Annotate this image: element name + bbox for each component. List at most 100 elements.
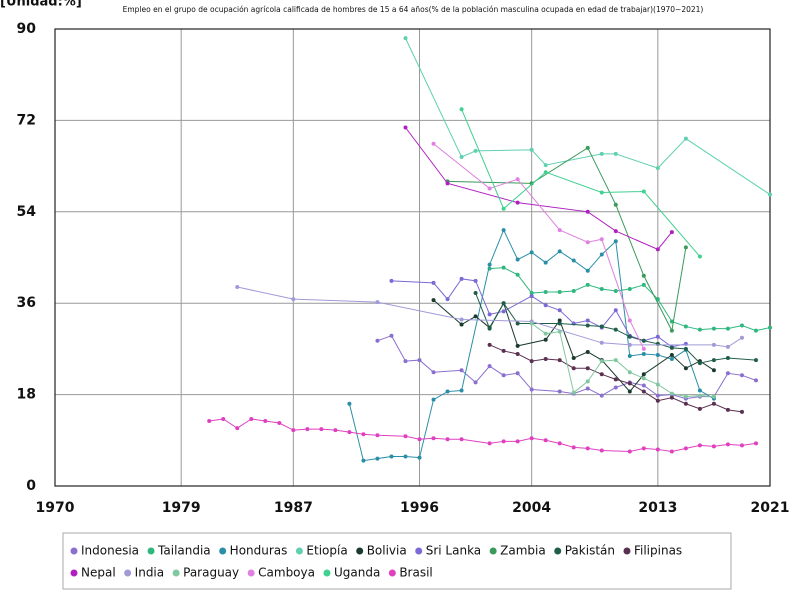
data-point (501, 373, 506, 378)
data-point (473, 380, 478, 385)
data-point (725, 371, 730, 376)
data-point (711, 358, 716, 363)
data-point (459, 154, 464, 159)
data-point (375, 433, 380, 438)
data-point (487, 364, 492, 369)
legend-marker (554, 547, 562, 555)
series-line (461, 109, 701, 257)
legend-label: Filipinas (634, 544, 682, 558)
data-point (571, 445, 576, 450)
data-point (627, 389, 632, 394)
legend-label: Sri Lanka (426, 544, 481, 558)
data-point (557, 441, 562, 446)
data-point (641, 282, 646, 287)
data-point (529, 359, 534, 364)
legend-marker (295, 547, 303, 555)
data-point (473, 278, 478, 283)
data-point (711, 326, 716, 331)
data-point (515, 351, 520, 356)
series-line (237, 286, 743, 348)
data-point (585, 240, 590, 245)
legend-marker (623, 547, 631, 555)
chart-title: Empleo en el grupo de ocupación agrícola… (123, 5, 704, 14)
data-point (627, 381, 632, 386)
data-point (557, 329, 562, 334)
data-point (599, 190, 604, 195)
data-point (599, 393, 604, 398)
legend-marker (70, 569, 78, 577)
x-tick-label: 2021 (751, 500, 790, 516)
data-point (515, 257, 520, 262)
data-point (683, 136, 688, 141)
data-point (445, 389, 450, 394)
data-point (543, 170, 548, 175)
data-point (641, 446, 646, 451)
legend-marker (219, 547, 227, 555)
data-point (683, 446, 688, 451)
x-tick-label: 1979 (162, 500, 201, 516)
legend-label: Tailandia (157, 544, 211, 558)
data-point (235, 284, 240, 289)
data-point (375, 338, 380, 343)
data-point (557, 389, 562, 394)
data-point (627, 370, 632, 375)
data-point (557, 308, 562, 313)
series-line (209, 418, 757, 452)
legend-label: Brasil (399, 566, 432, 580)
data-point (669, 328, 674, 333)
data-point (543, 260, 548, 265)
data-point (641, 383, 646, 388)
data-point (697, 388, 702, 393)
data-point (529, 387, 534, 392)
data-point (431, 298, 436, 303)
series-line (531, 323, 714, 398)
data-point (641, 389, 646, 394)
data-point (557, 321, 562, 326)
data-point (333, 428, 338, 433)
data-point (599, 151, 604, 156)
data-point (207, 419, 212, 424)
data-point (529, 321, 534, 326)
data-point (697, 393, 702, 398)
data-point (768, 192, 772, 197)
data-point (515, 177, 520, 182)
data-point (585, 349, 590, 354)
data-point (585, 145, 590, 150)
data-point (473, 148, 478, 153)
data-point (445, 297, 450, 302)
data-point (501, 348, 506, 353)
data-point (697, 327, 702, 332)
data-point (445, 181, 450, 186)
legend-marker (323, 569, 331, 577)
data-point (431, 436, 436, 441)
data-point (501, 265, 506, 270)
data-point (487, 262, 492, 267)
data-point (375, 456, 380, 461)
data-point (697, 406, 702, 411)
data-point (305, 427, 310, 432)
legend-marker (247, 569, 255, 577)
data-point (557, 318, 562, 323)
data-point (403, 125, 408, 130)
data-point (501, 309, 506, 314)
data-point (641, 372, 646, 377)
data-point (543, 331, 548, 336)
legend-label: Indonesia (81, 544, 139, 558)
y-tick-label: 90 (17, 21, 37, 37)
data-point (585, 386, 590, 391)
data-point (389, 333, 394, 338)
data-point (683, 394, 688, 399)
data-point (655, 352, 660, 357)
legend-marker (124, 569, 132, 577)
data-point (501, 206, 506, 211)
data-point (641, 273, 646, 278)
y-tick-label: 72 (17, 112, 36, 128)
data-point (627, 318, 632, 323)
data-point (431, 280, 436, 285)
data-point (655, 447, 660, 452)
x-tick-label: 2013 (638, 500, 677, 516)
data-point (711, 368, 716, 373)
data-point (515, 371, 520, 376)
legend-label: India (135, 566, 164, 580)
data-point (683, 245, 688, 250)
